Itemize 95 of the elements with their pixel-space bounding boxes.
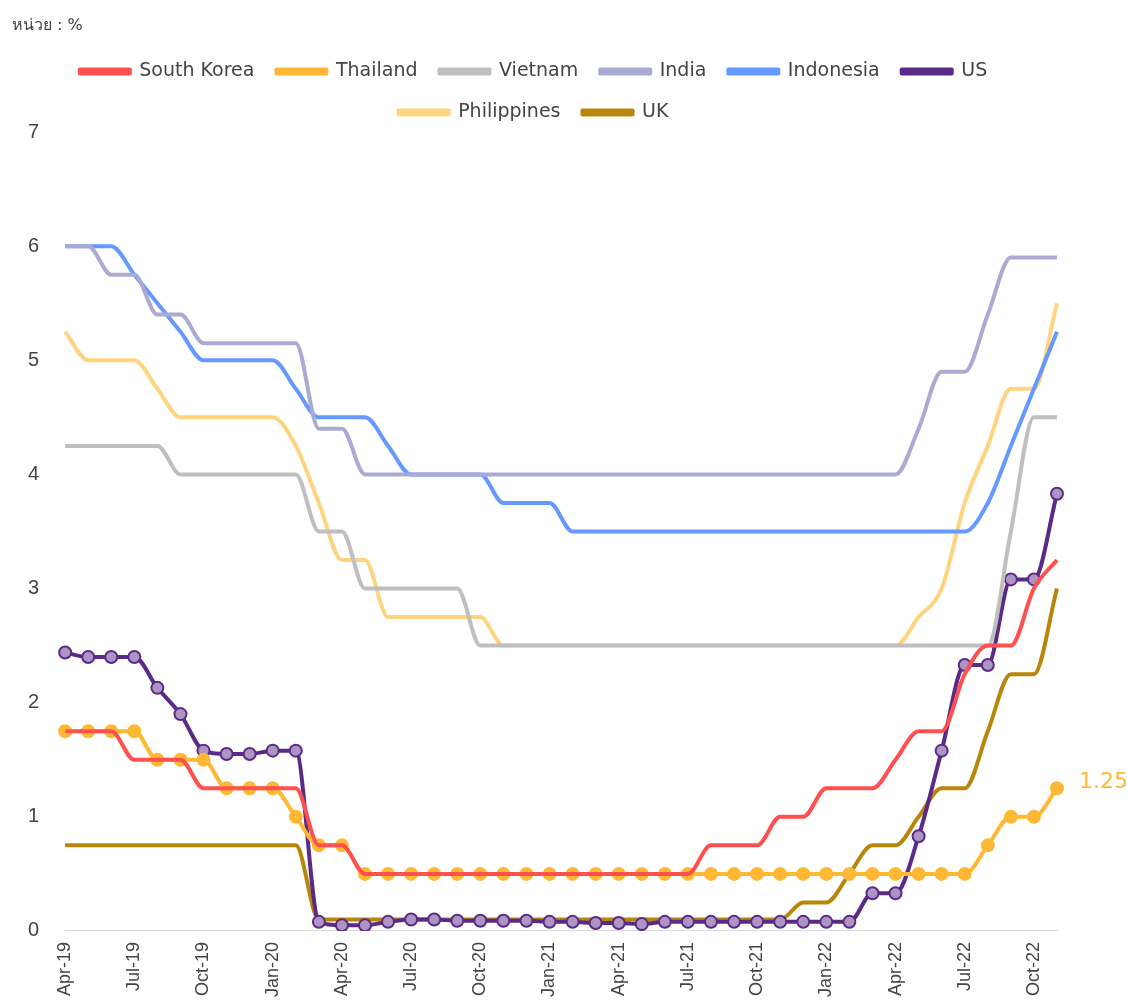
point — [288, 809, 303, 824]
x-tick-label: Oct-20 — [469, 941, 490, 996]
legend-label: US — [961, 58, 988, 81]
x-tick-label: Jul-21 — [676, 941, 697, 991]
x-tick-label: Apr-21 — [607, 941, 628, 996]
legend-label: Indonesia — [787, 58, 880, 81]
x-tick-label: Oct-22 — [1022, 941, 1043, 996]
point — [796, 914, 811, 929]
point — [634, 917, 649, 931]
point — [127, 650, 142, 665]
point — [542, 914, 557, 929]
point — [265, 743, 280, 758]
point — [611, 915, 626, 930]
point — [819, 866, 834, 881]
x-tick-label: Oct-19 — [192, 941, 213, 996]
y-tick-label: 7 — [28, 119, 40, 142]
point — [427, 912, 442, 927]
x-tick-label: Jul-22 — [953, 941, 974, 991]
point — [381, 914, 396, 929]
point — [473, 913, 488, 928]
point — [865, 866, 880, 881]
point — [242, 747, 257, 762]
point — [796, 866, 811, 881]
point — [450, 913, 465, 928]
legend-label: India — [659, 58, 707, 81]
point — [219, 747, 234, 762]
point — [980, 838, 995, 853]
point — [81, 650, 96, 665]
point — [957, 866, 972, 881]
point — [104, 650, 119, 665]
point — [334, 918, 349, 931]
legend-label: Thailand — [334, 58, 418, 81]
x-tick-label: Jul-19 — [123, 941, 144, 991]
legend-label: Philippines — [458, 99, 561, 122]
point — [1050, 781, 1064, 796]
x-tick-label: Jan-21 — [538, 941, 559, 998]
point — [657, 914, 672, 929]
point — [565, 914, 580, 929]
y-tick-label: 6 — [28, 233, 40, 256]
point — [727, 866, 742, 881]
point — [750, 914, 765, 929]
point — [704, 914, 718, 929]
data-label: 1.25 — [1079, 768, 1127, 794]
point — [311, 914, 326, 929]
point — [357, 918, 372, 931]
y-tick-label: 2 — [28, 690, 40, 713]
point — [773, 866, 788, 881]
point — [173, 707, 188, 722]
line-series — [63, 415, 1059, 648]
point — [588, 915, 603, 930]
point — [519, 913, 534, 928]
x-tick-label: Jan-22 — [815, 941, 836, 998]
x-tick-label: Jan-20 — [261, 941, 282, 998]
legend-label: UK — [642, 99, 669, 122]
point — [819, 914, 834, 929]
point — [1026, 809, 1041, 824]
point — [727, 914, 742, 929]
point — [842, 866, 857, 881]
point — [842, 914, 857, 929]
legend-label: South Korea — [139, 58, 255, 81]
point — [773, 914, 788, 929]
x-tick-label: Apr-22 — [884, 941, 905, 996]
point — [404, 912, 419, 927]
line-series — [63, 244, 1059, 477]
y-tick-label: 4 — [28, 461, 40, 484]
y-tick-label: 3 — [28, 576, 40, 599]
legend-label: Vietnam — [499, 58, 579, 81]
text: หน่วย : % — [12, 14, 83, 36]
point — [888, 866, 903, 881]
x-tick-label: Oct-21 — [746, 941, 767, 996]
point — [127, 724, 142, 739]
point — [196, 752, 211, 767]
x-tick-label: Jul-20 — [400, 941, 421, 991]
point — [911, 866, 926, 881]
y-tick-label: 1 — [28, 804, 40, 827]
point — [980, 658, 995, 673]
x-tick-label: Apr-19 — [54, 941, 75, 996]
point — [288, 743, 303, 758]
point — [1003, 572, 1018, 587]
point — [750, 866, 765, 881]
point — [934, 743, 949, 758]
point — [496, 913, 511, 928]
point — [150, 680, 165, 695]
point — [865, 886, 880, 901]
point — [680, 914, 695, 929]
point — [911, 829, 926, 844]
point — [1050, 486, 1064, 501]
y-tick-label: 5 — [28, 347, 40, 370]
point — [1003, 809, 1018, 824]
y-tick-label: 0 — [28, 918, 40, 941]
point — [934, 866, 949, 881]
point — [704, 866, 718, 881]
point — [58, 645, 73, 660]
x-tick-label: Apr-20 — [330, 941, 351, 996]
point — [888, 886, 903, 901]
